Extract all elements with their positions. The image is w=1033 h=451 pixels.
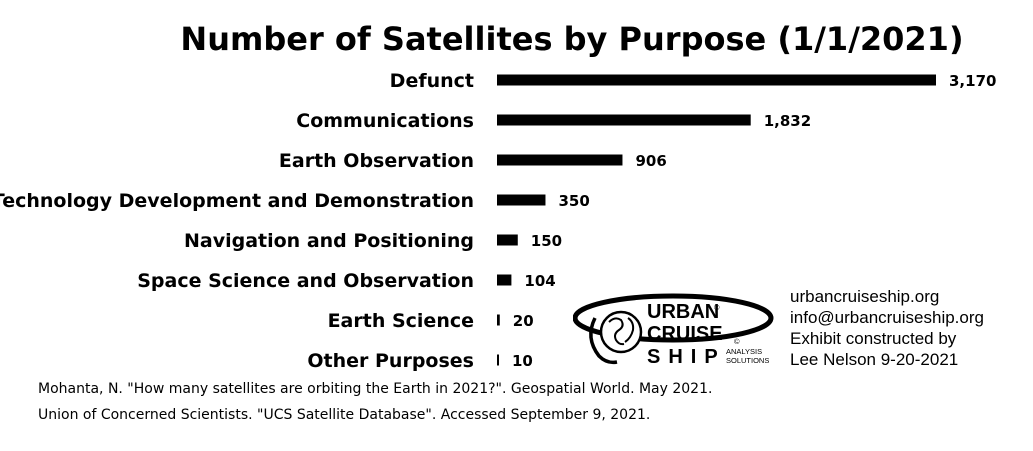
logo-swoosh-icon	[573, 293, 774, 343]
data-label: 350	[558, 192, 589, 210]
category-label: Communications	[296, 110, 474, 132]
category-label: Defunct	[390, 70, 474, 92]
registered-mark: ®	[714, 303, 720, 312]
data-label: 150	[531, 232, 562, 250]
email-link[interactable]: info@urbancruiseship.org	[790, 308, 984, 327]
category-label: Other Purposes	[307, 350, 474, 372]
bar	[497, 314, 500, 326]
logo-tagline-1: ANALYSIS	[726, 347, 762, 356]
source-note-2: Union of Concerned Scientists. "UCS Sate…	[38, 407, 650, 423]
source-note-1: Mohanta, N. "How many satellites are orb…	[38, 381, 712, 397]
data-label: 10	[512, 352, 533, 370]
bar	[497, 194, 546, 206]
category-label: Space Science and Observation	[137, 270, 474, 292]
bar	[497, 74, 936, 86]
bar	[497, 274, 512, 286]
data-label: 906	[635, 152, 666, 170]
category-label: Technology Development and Demonstration	[0, 190, 474, 212]
bar	[497, 234, 518, 246]
logo-word-3: SHIP	[647, 346, 726, 368]
logo-word-2: CRUISE	[647, 323, 723, 345]
bar	[497, 354, 499, 366]
bar	[497, 114, 751, 126]
credit-line-2: Lee Nelson 9-20-2021	[790, 350, 959, 369]
data-label: 1,832	[764, 112, 811, 130]
credit-block: urbancruiseship.org info@urbancruiseship…	[790, 286, 984, 370]
bar-group: Defunct 3,170 Communications 1,832 Earth Obs…	[0, 70, 996, 372]
credit-line-1: Exhibit constructed by	[790, 329, 957, 348]
logo-word-1: URBAN	[647, 301, 719, 323]
data-label: 3,170	[949, 72, 996, 90]
category-label: Navigation and Positioning	[184, 230, 474, 252]
chart-title: Number of Satellites by Purpose (1/1/202…	[180, 20, 963, 58]
logo-tagline-2: SOLUTIONS	[726, 356, 769, 365]
copyright-mark: ©	[734, 337, 740, 346]
data-label: 104	[524, 272, 555, 290]
category-label: Earth Science	[328, 310, 474, 332]
data-label: 20	[513, 312, 534, 330]
website-link[interactable]: urbancruiseship.org	[790, 287, 940, 306]
urban-cruise-ship-logo: URBAN CRUISE SHIP ® © ANALYSIS SOLUTIONS	[573, 293, 774, 368]
bar	[497, 154, 623, 166]
anchor-icon	[589, 317, 618, 365]
globe-icon	[599, 310, 643, 354]
category-label: Earth Observation	[279, 150, 474, 172]
